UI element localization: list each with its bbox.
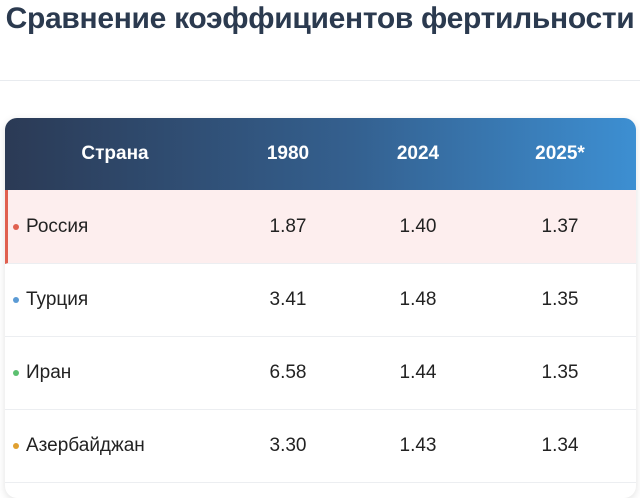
table-card: Страна 1980 2024 2025* Россия 1.87 1.40 1.3… bbox=[5, 118, 636, 498]
table-cell: 1.35 bbox=[541, 289, 579, 310]
table-cell: 6.58 bbox=[269, 362, 307, 383]
table-row: Иран 6.58 1.44 1.35 bbox=[5, 336, 636, 410]
page-title: Сравнение коэффициентов фертильности bbox=[5, 2, 635, 35]
table-cell: 1.35 bbox=[541, 362, 579, 383]
table-cell: 1.87 bbox=[269, 216, 307, 237]
table-row: Россия 1.87 1.40 1.37 bbox=[5, 190, 636, 264]
row-marker bbox=[13, 370, 19, 376]
row-marker bbox=[13, 297, 19, 303]
table-cell: 1.48 bbox=[399, 289, 437, 310]
country-name: Турция bbox=[26, 289, 89, 310]
table-cell: 1.40 bbox=[399, 216, 437, 237]
table-cell: 1.44 bbox=[399, 362, 437, 383]
table-cell: 1.34 bbox=[541, 435, 579, 456]
table-cell: 1.43 bbox=[399, 435, 437, 456]
column-header: Страна bbox=[81, 143, 149, 164]
country-name: Азербайджан bbox=[26, 435, 145, 456]
country-name: Россия bbox=[26, 216, 89, 237]
table-row: Азербайджан 3.30 1.43 1.34 bbox=[5, 409, 636, 483]
table-row: Турция 3.41 1.48 1.35 bbox=[5, 263, 636, 337]
country-name: Иран bbox=[26, 362, 72, 383]
column-header: 2024 bbox=[396, 143, 440, 164]
column-header: 2025* bbox=[535, 143, 585, 164]
row-marker bbox=[13, 443, 19, 449]
table-cell: 3.30 bbox=[269, 435, 307, 456]
table-cell: 1.37 bbox=[541, 216, 579, 237]
table-cell: 3.41 bbox=[269, 289, 307, 310]
table-header: Страна 1980 2024 2025* bbox=[5, 118, 636, 190]
separator bbox=[0, 80, 640, 81]
column-header: 1980 bbox=[266, 143, 310, 164]
row-marker bbox=[13, 224, 19, 230]
page: Сравнение коэффициентов фертильности Стр… bbox=[0, 2, 640, 483]
